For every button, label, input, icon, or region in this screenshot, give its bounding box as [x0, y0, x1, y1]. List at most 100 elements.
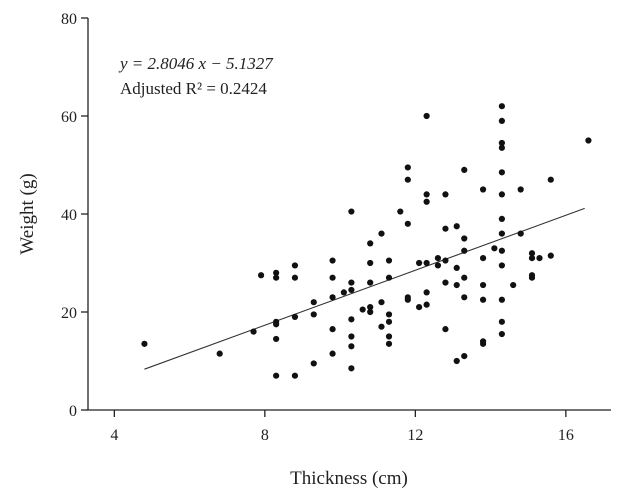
- data-point: [498, 169, 505, 176]
- data-point: [340, 289, 347, 296]
- data-point: [498, 117, 505, 124]
- data-point: [434, 255, 442, 262]
- y-tick-label: 80: [61, 11, 77, 28]
- x-tick-label: 16: [558, 427, 574, 444]
- data-point: [461, 353, 468, 360]
- data-point: [385, 274, 393, 281]
- data-point: [378, 299, 385, 306]
- data-point: [367, 279, 374, 286]
- data-point: [442, 191, 449, 198]
- data-point: [423, 289, 430, 296]
- data-point: [141, 340, 148, 347]
- data-point: [442, 326, 449, 333]
- data-point: [310, 360, 317, 367]
- data-point: [273, 269, 280, 276]
- data-point: [479, 255, 487, 262]
- x-tick-label: 4: [110, 427, 118, 444]
- data-point: [498, 191, 505, 198]
- data-point: [367, 308, 374, 316]
- data-point: [385, 311, 393, 318]
- data-point: [416, 304, 423, 311]
- data-point: [310, 311, 317, 318]
- data-point: [250, 328, 257, 335]
- data-point: [498, 318, 505, 325]
- adjusted-r-squared: Adjusted R² = 0.2424: [120, 79, 267, 98]
- data-point: [498, 296, 505, 303]
- data-point: [385, 257, 393, 264]
- data-point: [404, 220, 411, 227]
- data-point: [378, 230, 385, 237]
- data-point: [442, 279, 449, 286]
- data-point: [423, 259, 430, 267]
- y-tick-label: 60: [61, 109, 77, 126]
- data-point: [273, 372, 280, 379]
- data-point: [453, 264, 460, 271]
- data-point: [348, 208, 355, 215]
- x-axis-ticks: 4 8 12 16: [110, 410, 574, 444]
- data-point: [423, 112, 430, 120]
- data-point: [510, 281, 517, 289]
- data-point: [404, 176, 411, 183]
- data-point: [423, 301, 430, 308]
- data-point: [461, 274, 468, 281]
- data-point: [498, 215, 505, 222]
- data-point: [453, 357, 460, 365]
- data-point: [442, 225, 449, 232]
- data-point: [517, 230, 524, 237]
- data-point: [528, 274, 536, 281]
- data-point: [479, 296, 487, 303]
- data-point: [310, 299, 317, 306]
- y-tick-label: 0: [69, 403, 77, 420]
- data-point: [348, 333, 355, 340]
- trendline: [144, 207, 585, 370]
- data-point: [404, 296, 411, 303]
- data-point: [434, 262, 442, 269]
- data-point: [423, 198, 430, 205]
- data-point: [378, 323, 385, 330]
- data-point: [528, 255, 536, 262]
- data-point: [291, 372, 299, 379]
- data-point: [547, 176, 554, 183]
- data-point: [329, 350, 336, 357]
- regression-equation: y = 2.8046 x − 5.1327: [118, 54, 274, 73]
- data-point: [404, 164, 411, 171]
- data-point: [273, 274, 280, 281]
- data-point: [461, 294, 468, 301]
- data-point: [397, 208, 404, 215]
- data-point: [479, 340, 487, 347]
- data-point: [329, 257, 336, 264]
- data-point: [359, 306, 366, 313]
- data-point: [291, 274, 299, 281]
- data-point: [498, 330, 505, 338]
- data-point: [479, 281, 487, 289]
- data-point: [291, 262, 299, 269]
- data-point: [216, 350, 223, 357]
- data-point: [416, 259, 423, 267]
- data-point: [367, 304, 374, 311]
- data-point: [348, 343, 355, 350]
- data-point: [291, 313, 299, 320]
- data-point: [348, 365, 355, 372]
- data-point: [348, 316, 355, 323]
- data-point: [528, 250, 536, 257]
- data-point: [329, 294, 336, 301]
- data-point: [423, 191, 430, 198]
- y-axis-ticks: 0 20 40 60 80: [61, 11, 88, 420]
- x-tick-label: 12: [407, 427, 423, 444]
- data-point: [385, 340, 393, 347]
- data-point: [498, 230, 505, 237]
- data-point: [257, 272, 265, 279]
- data-point: [479, 186, 487, 193]
- data-point: [367, 240, 374, 247]
- data-point: [385, 318, 393, 325]
- data-point: [453, 281, 460, 289]
- x-tick-label: 8: [261, 427, 269, 444]
- data-point: [461, 166, 468, 173]
- data-points: [141, 103, 592, 379]
- data-point: [517, 186, 524, 193]
- data-point: [348, 286, 355, 294]
- data-point: [498, 103, 505, 110]
- data-point: [498, 144, 505, 151]
- data-point: [348, 279, 355, 286]
